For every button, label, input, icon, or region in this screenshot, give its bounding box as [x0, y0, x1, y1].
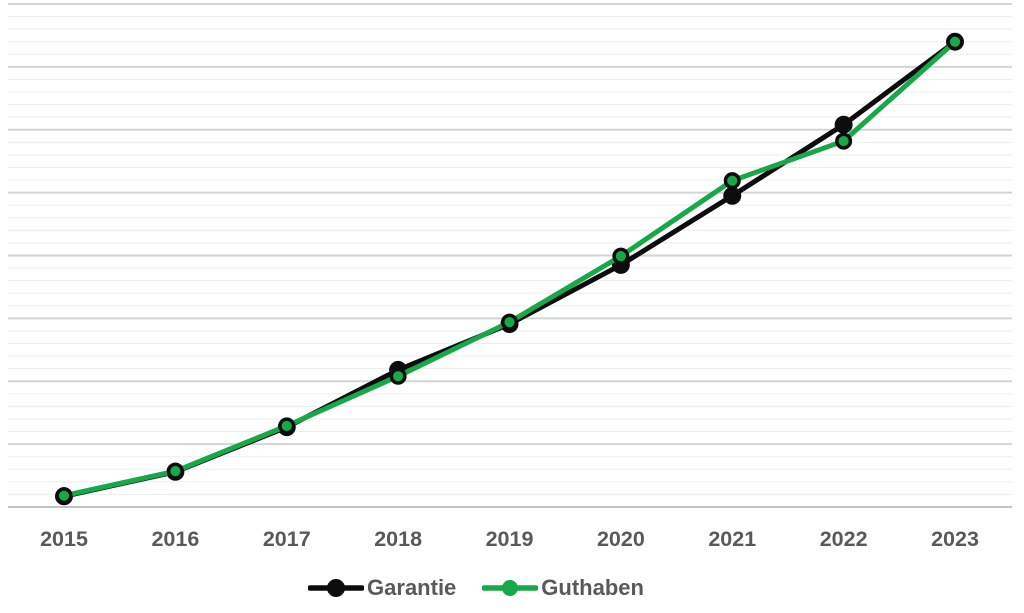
- guthaben-point-2019[interactable]: [501, 313, 519, 331]
- guthaben-point-2022[interactable]: [835, 132, 853, 150]
- x-tick-label-2017: 2017: [263, 527, 311, 551]
- x-tick-label-2023: 2023: [931, 527, 979, 551]
- x-tick-label-2021: 2021: [708, 527, 756, 551]
- x-tick-label-2020: 2020: [597, 527, 645, 551]
- guthaben-point-2023[interactable]: [946, 33, 964, 51]
- minor-gridlines: [8, 16, 1012, 495]
- guthaben-line: [61, 39, 958, 499]
- x-tick-label-2018: 2018: [374, 527, 422, 551]
- guthaben-point-2017[interactable]: [278, 417, 296, 435]
- garantie-series-key-icon: [308, 579, 365, 597]
- guthaben-point-2016[interactable]: [166, 462, 184, 480]
- x-tick-label-2016: 2016: [151, 527, 199, 551]
- guthaben-point-2021[interactable]: [723, 172, 741, 190]
- guthaben-series-key-icon: [482, 580, 539, 596]
- chart-legend: Garantie Guthaben: [0, 571, 1024, 605]
- x-tick-label-2022: 2022: [820, 527, 868, 551]
- guthaben-point-2020[interactable]: [612, 247, 630, 265]
- series-guthaben: [55, 33, 964, 505]
- x-tick-label-2019: 2019: [486, 527, 534, 551]
- series-garantie: [55, 32, 964, 506]
- garantie-line: [61, 39, 958, 499]
- guthaben-point-2015[interactable]: [55, 487, 73, 505]
- line-chart-plot: 2015 2016 2017 2018 2019 2020 2021 2022 2023: [8, 3, 1012, 551]
- legend-item-guthaben[interactable]: Guthaben: [482, 577, 644, 599]
- garantie-point-2021[interactable]: [723, 186, 742, 205]
- legend-label-garantie: Garantie: [367, 575, 457, 600]
- x-tick-label-2015: 2015: [40, 527, 88, 551]
- legend-item-garantie[interactable]: Garantie: [308, 577, 456, 599]
- guthaben-point-2018[interactable]: [389, 367, 407, 385]
- legend-label-guthaben: Guthaben: [541, 575, 644, 600]
- x-axis-labels: 2015 2016 2017 2018 2019 2020 2021 2022 2023: [40, 527, 979, 551]
- garantie-point-2022[interactable]: [834, 115, 853, 134]
